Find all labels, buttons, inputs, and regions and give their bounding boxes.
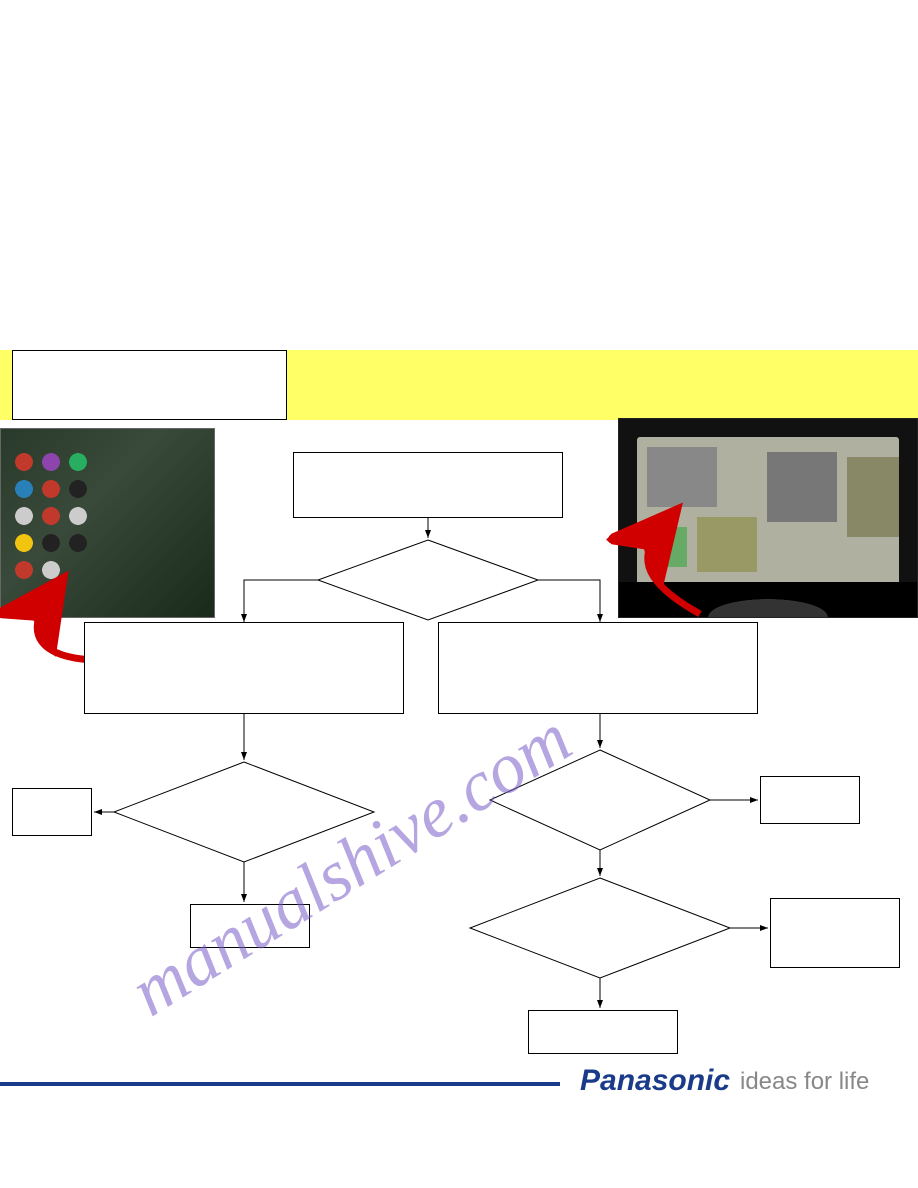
footer-brand: Panasonic xyxy=(580,1064,730,1098)
diagram-canvas: manualshive.com Panasonic ideas for life xyxy=(0,0,918,1188)
node-leftbox xyxy=(84,622,404,714)
node-rightbox xyxy=(438,622,758,714)
flowchart-svg xyxy=(0,0,918,1188)
red-arrow-right xyxy=(648,530,700,614)
footer-tagline: ideas for life xyxy=(740,1068,869,1096)
node-out2r xyxy=(760,776,860,824)
node-out3r xyxy=(770,898,900,968)
node-start xyxy=(293,452,563,518)
footer-rule xyxy=(0,1082,560,1086)
diamond-d2r xyxy=(490,750,710,850)
diamond-d3r xyxy=(470,878,730,978)
node-end2l xyxy=(190,904,310,948)
node-out2l xyxy=(12,788,92,836)
diamond-d2l xyxy=(114,762,374,862)
diamond-d1 xyxy=(318,540,538,620)
node-end3r xyxy=(528,1010,678,1054)
